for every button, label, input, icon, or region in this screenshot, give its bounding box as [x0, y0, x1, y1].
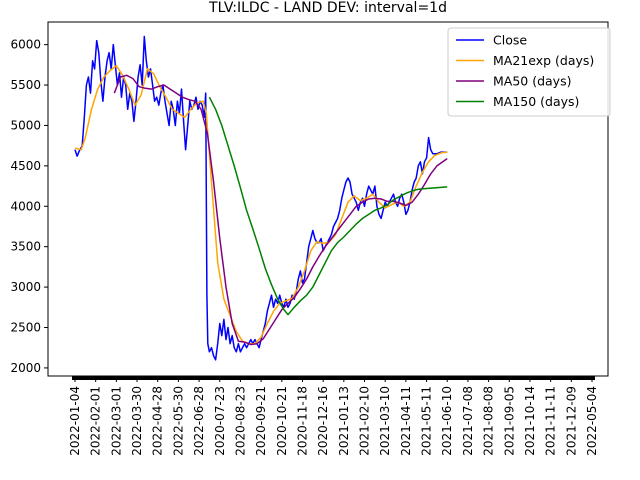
x-tick-label-23: 2021-11-11	[544, 386, 558, 456]
x-tick-label-13: 2021-01-13	[337, 386, 351, 456]
chart-title: TLV:ILDC - LAND DEV: interval=1d	[208, 0, 447, 16]
x-axis: 2022-01-04 2022-02-01 2022-03-01 2022-03-30…	[68, 376, 599, 456]
x-tick-label-8: 2020-08-23	[233, 386, 247, 456]
x-tick-label-1: 2022-02-01	[89, 386, 103, 456]
legend-label-1: MA21exp (days)	[493, 53, 594, 68]
x-tick-label-16: 2021-04-11	[399, 386, 413, 456]
x-tick-label-2: 2022-03-01	[109, 386, 123, 456]
y-tick-label-3: 3500	[10, 240, 41, 254]
y-tick-label-7: 5500	[10, 78, 41, 92]
x-tick-label-17: 2021-05-11	[420, 386, 434, 456]
y-tick-label-4: 4000	[10, 199, 41, 213]
y-tick-label-2: 3000	[10, 280, 41, 294]
y-tick-label-8: 6000	[10, 38, 41, 52]
x-tick-label-6: 2022-06-28	[192, 386, 206, 456]
x-tick-label-21: 2021-09-05	[502, 386, 516, 456]
x-tick-label-18: 2021-06-10	[440, 386, 454, 456]
x-tick-label-24: 2021-12-09	[564, 386, 578, 456]
x-tick-label-11: 2020-11-18	[295, 386, 309, 456]
x-tick-label-22: 2021-10-14	[523, 386, 537, 456]
y-tick-label-1: 2500	[10, 321, 41, 335]
legend-label-3: MA150 (days)	[493, 94, 579, 109]
legend-label-2: MA50 (days)	[493, 74, 571, 89]
y-axis: 2000 2500 3000 3500 4000 4500 5000 5500 6000	[10, 38, 48, 375]
x-tick-label-14: 2021-02-10	[358, 386, 372, 456]
x-tick-label-7: 2020-07-23	[213, 386, 227, 456]
x-tick-label-3: 2022-03-30	[130, 386, 144, 456]
x-tick-label-10: 2020-10-21	[275, 386, 289, 456]
y-tick-label-0: 2000	[10, 361, 41, 375]
x-minor-ticks	[72, 376, 595, 380]
x-tick-label-4: 2022-04-28	[151, 386, 165, 456]
y-tick-label-6: 5000	[10, 118, 41, 132]
x-tick-label-9: 2020-09-21	[254, 386, 268, 456]
x-tick-label-5: 2022-05-30	[171, 386, 185, 456]
x-tick-label-20: 2021-08-08	[482, 386, 496, 456]
x-tick-label-25: 2022-05-04	[585, 386, 599, 456]
x-tick-label-12: 2020-12-16	[316, 386, 330, 456]
x-tick-label-0: 2022-01-04	[68, 386, 82, 456]
legend-label-0: Close	[493, 33, 527, 48]
y-tick-label-5: 4500	[10, 159, 41, 173]
legend: Close MA21exp (days) MA50 (days) MA150 (day…	[448, 28, 610, 116]
x-tick-label-19: 2021-07-08	[461, 386, 475, 456]
x-tick-label-15: 2021-03-10	[378, 386, 392, 456]
